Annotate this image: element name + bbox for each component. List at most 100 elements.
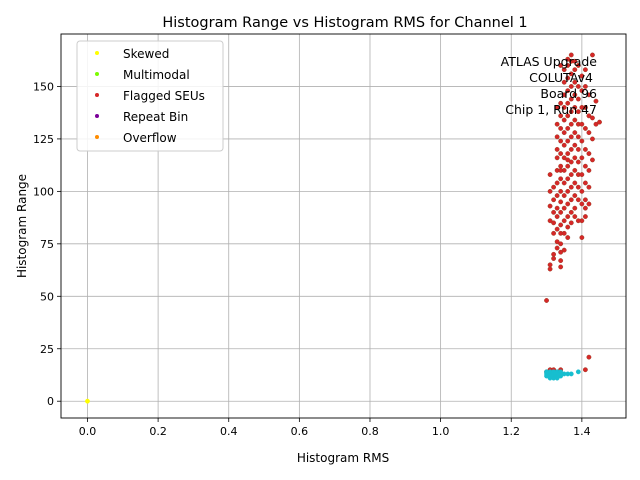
data-point bbox=[582, 147, 588, 152]
data-point bbox=[582, 67, 588, 73]
data-point bbox=[547, 203, 553, 209]
data-point bbox=[558, 222, 564, 228]
annotation-line-3: Board 96 bbox=[540, 86, 597, 101]
data-point bbox=[582, 105, 588, 110]
data-point bbox=[561, 79, 567, 85]
data-point bbox=[558, 113, 564, 119]
data-point bbox=[575, 134, 581, 140]
data-point bbox=[565, 126, 571, 131]
legend-label: Skewed bbox=[123, 47, 169, 61]
data-point bbox=[586, 113, 592, 119]
data-point bbox=[551, 209, 557, 215]
y-tick-label: 25 bbox=[40, 343, 54, 356]
data-point bbox=[554, 121, 560, 127]
data-point bbox=[568, 121, 574, 127]
data-point bbox=[568, 184, 574, 190]
data-point bbox=[561, 92, 567, 98]
data-point bbox=[582, 126, 588, 131]
data-point bbox=[572, 205, 578, 211]
data-point bbox=[561, 205, 567, 211]
data-point bbox=[568, 159, 574, 165]
data-point bbox=[572, 105, 578, 110]
x-axis: 0.0 0.2 0.4 0.6 0.8 1.0 1.2 1.4 bbox=[79, 418, 591, 438]
data-point bbox=[558, 63, 564, 68]
data-point bbox=[565, 201, 571, 207]
data-point bbox=[551, 220, 557, 226]
x-tick-label: 0.0 bbox=[79, 425, 97, 438]
data-point bbox=[554, 239, 560, 245]
chart-title: Histogram Range vs Histogram RMS for Cha… bbox=[162, 15, 527, 31]
data-point bbox=[565, 235, 571, 240]
data-point bbox=[558, 126, 564, 131]
data-point bbox=[561, 130, 567, 136]
data-point bbox=[586, 184, 592, 190]
data-point bbox=[572, 67, 578, 73]
data-point bbox=[575, 109, 581, 115]
data-point bbox=[568, 109, 574, 115]
y-tick-label: 0 bbox=[47, 395, 54, 408]
data-point bbox=[565, 56, 571, 62]
data-point bbox=[565, 151, 571, 157]
data-point bbox=[593, 121, 599, 127]
data-point bbox=[551, 230, 557, 236]
data-point bbox=[572, 155, 578, 161]
y-tick-label: 100 bbox=[33, 185, 54, 198]
annotation-block: ATLAS Upgrade COLUTAv4 Board 96 Chip 1, … bbox=[501, 54, 598, 117]
data-point bbox=[586, 151, 592, 157]
data-point bbox=[558, 199, 564, 205]
x-tick-label: 1.0 bbox=[432, 425, 450, 438]
data-point bbox=[561, 142, 567, 148]
data-point bbox=[568, 52, 574, 58]
data-point bbox=[586, 201, 592, 207]
data-point bbox=[590, 157, 595, 163]
data-point bbox=[558, 163, 564, 169]
x-tick-label: 1.4 bbox=[573, 425, 591, 438]
series-0 bbox=[85, 398, 90, 404]
data-point bbox=[575, 197, 581, 203]
data-point bbox=[575, 184, 581, 190]
data-point bbox=[572, 167, 578, 173]
data-point bbox=[582, 367, 588, 373]
data-point bbox=[554, 180, 560, 186]
data-point bbox=[554, 214, 560, 219]
data-point bbox=[572, 130, 578, 136]
data-point bbox=[565, 157, 571, 163]
data-point bbox=[565, 75, 571, 81]
plot-frame bbox=[60, 33, 627, 419]
data-point bbox=[568, 197, 574, 203]
data-point bbox=[561, 230, 567, 236]
legend-marker bbox=[95, 93, 99, 97]
data-point bbox=[561, 155, 567, 161]
data-point bbox=[575, 63, 581, 68]
data-point bbox=[551, 256, 557, 261]
data-point bbox=[590, 136, 595, 142]
data-point bbox=[554, 245, 560, 251]
y-tick-label: 50 bbox=[40, 290, 54, 303]
data-point bbox=[558, 167, 564, 173]
x-tick-label: 0.8 bbox=[361, 425, 379, 438]
data-point bbox=[575, 369, 581, 375]
data-point bbox=[586, 354, 592, 360]
data-point bbox=[561, 193, 567, 198]
data-point bbox=[565, 138, 571, 144]
data-point bbox=[544, 298, 549, 303]
legend-box bbox=[76, 40, 224, 152]
data-point bbox=[558, 249, 564, 255]
data-point bbox=[579, 88, 585, 94]
data-point bbox=[568, 71, 574, 77]
data-point bbox=[568, 172, 574, 177]
data-point bbox=[575, 84, 581, 89]
data-point bbox=[597, 119, 602, 125]
legend-label: Repeat Bin bbox=[123, 110, 188, 124]
data-point bbox=[568, 84, 574, 89]
data-point bbox=[582, 180, 588, 186]
legend-marker bbox=[95, 114, 99, 118]
data-point bbox=[565, 214, 571, 219]
data-point bbox=[558, 100, 564, 106]
y-tick-label: 125 bbox=[33, 133, 54, 146]
data-point bbox=[561, 117, 567, 123]
data-point bbox=[572, 193, 578, 198]
grid-lines bbox=[61, 34, 626, 418]
data-point bbox=[558, 264, 564, 270]
data-point bbox=[561, 105, 567, 110]
